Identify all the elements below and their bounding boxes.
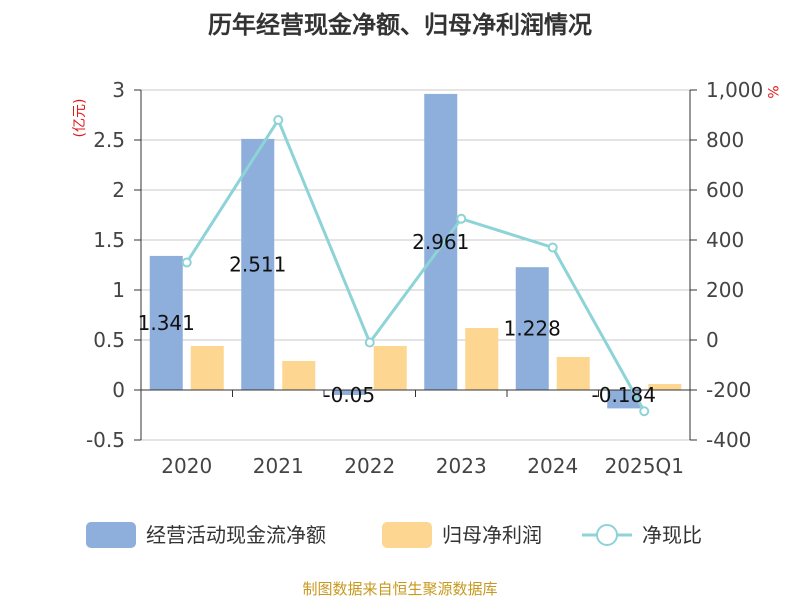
- right-tick-label: 400: [706, 228, 744, 252]
- bar-data-label: -0.05: [323, 383, 375, 407]
- right-tick-label: 1,000: [706, 78, 763, 102]
- net-profit-bar: [556, 357, 590, 390]
- left-tick-label: -0.5: [86, 428, 125, 452]
- net-profit-bar: [465, 328, 499, 390]
- right-tick-label: 200: [706, 278, 744, 302]
- legend-swatch-cash-flow: [86, 522, 136, 548]
- category-label: 2020: [161, 454, 212, 478]
- left-axis-unit: (亿元): [72, 99, 88, 138]
- left-tick-label: 0.5: [93, 328, 125, 352]
- bar-data-label: 1.228: [504, 317, 561, 341]
- right-tick-label: -200: [706, 378, 751, 402]
- ratio-line: [185, 116, 646, 412]
- bar-data-label: 1.341: [138, 311, 195, 335]
- ratio-point: [639, 406, 650, 417]
- category-label: 2021: [253, 454, 304, 478]
- right-tick-label: -400: [706, 428, 751, 452]
- cash-flow-bar: [241, 138, 275, 390]
- left-tick-label: 1.5: [93, 228, 125, 252]
- category-label: 2022: [344, 454, 395, 478]
- left-tick-label: 3: [112, 78, 125, 102]
- cash-flow-bar: [332, 390, 366, 395]
- left-tick-label: 2: [112, 178, 125, 202]
- net-profit-bar: [282, 361, 316, 390]
- bar-data-label: -0.184: [592, 383, 656, 407]
- left-tick-label: 0: [112, 378, 125, 402]
- left-tick-label: 2.5: [93, 128, 125, 152]
- right-tick-label: 0: [706, 328, 719, 352]
- net-profit-bar: [190, 346, 224, 390]
- category-label: 2023: [436, 454, 487, 478]
- source-note: 制图数据来自恒生聚源数据库: [302, 580, 497, 598]
- legend: 经营活动现金流净额 归母净利润 净现比: [86, 522, 702, 548]
- ratio-point: [273, 115, 284, 125]
- legend-swatch-ratio-marker: [596, 524, 618, 546]
- bar-data-label: 2.511: [229, 252, 286, 276]
- ratio-point: [181, 257, 192, 268]
- right-tick-label: 800: [706, 128, 744, 152]
- net-profit-bar: [648, 384, 682, 390]
- right-tick-label: 600: [706, 178, 744, 202]
- bar-data-label: 2.961: [412, 230, 469, 254]
- category-label: 2025Q1: [605, 454, 684, 478]
- ratio-point: [547, 242, 558, 253]
- ratio-point: [364, 337, 375, 348]
- net-profit-bar: [373, 346, 407, 390]
- ratio-line-series: [181, 115, 650, 417]
- ratio-point: [456, 213, 467, 224]
- legend-label: 经营活动现金流净额: [146, 523, 326, 547]
- legend-label: 净现比: [642, 523, 702, 547]
- legend-swatch-net-profit: [382, 522, 432, 548]
- axes: -0.5 0 0.5 1 1.5 2 2.5 3 -400 -200 0 200 400 600 800 1,…: [86, 78, 763, 478]
- left-tick-label: 1: [112, 278, 125, 302]
- category-label: 2024: [527, 454, 578, 478]
- right-axis-unit: %: [764, 85, 780, 98]
- chart-title: 历年经营现金净额、归母净利润情况: [208, 11, 592, 39]
- cash-flow-bar: [424, 93, 458, 391]
- cash-flow-bar: [149, 255, 183, 390]
- bar-series: [149, 93, 682, 409]
- cash-flow-bar: [607, 390, 641, 409]
- cash-flow-bar: [515, 267, 549, 390]
- data-labels: 1.341 2.511 -0.05 2.961 1.228 -0.184: [138, 230, 656, 407]
- legend-label: 归母净利润: [442, 523, 542, 547]
